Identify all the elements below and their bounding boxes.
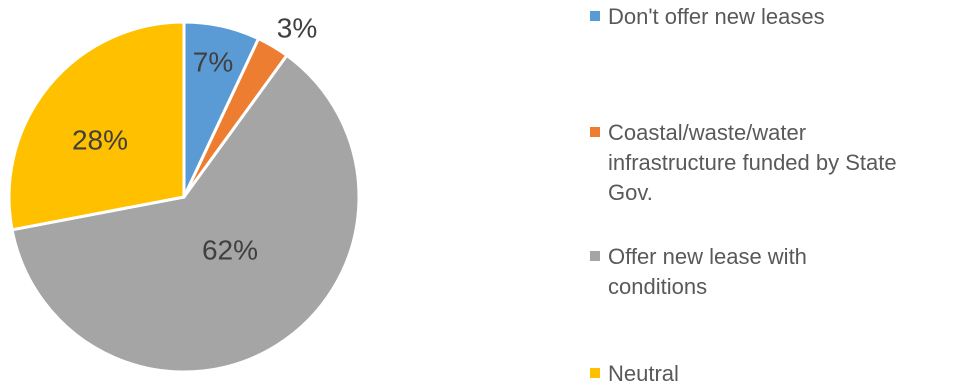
pie-chart: 7% 3% 62% 28% [7,13,361,374]
pie-slice-offer-with-conditions [10,53,361,374]
legend-item-neutral: Neutral [590,359,679,389]
pie-slice-neutral [7,20,186,232]
data-label-offer-with-conditions: 62% [202,235,258,266]
legend-item-offer-with-conditions: Offer new lease with conditions [590,242,807,302]
pie-data-labels: 7% 3% 62% 28% [72,13,317,266]
pie-slices [7,20,361,374]
data-label-neutral: 28% [72,125,128,156]
legend-swatch-infrastructure [590,127,600,137]
legend-item-dont-offer: Don't offer new leases [590,2,825,32]
legend-swatch-neutral [590,368,600,378]
legend-label-neutral: Neutral [608,361,679,386]
legend-swatch-offer-with-conditions [590,251,600,261]
legend: Don't offer new leases Coastal/waste/wat… [590,0,979,392]
data-label-dont-offer: 7% [193,47,233,78]
legend-label-infrastructure: Coastal/waste/water infrastructure funde… [608,120,897,205]
legend-label-dont-offer: Don't offer new leases [608,4,825,29]
data-label-infrastructure: 3% [277,13,317,44]
legend-swatch-dont-offer [590,11,600,21]
legend-label-offer-with-conditions: Offer new lease with conditions [608,244,807,299]
legend-item-infrastructure: Coastal/waste/water infrastructure funde… [590,118,897,208]
